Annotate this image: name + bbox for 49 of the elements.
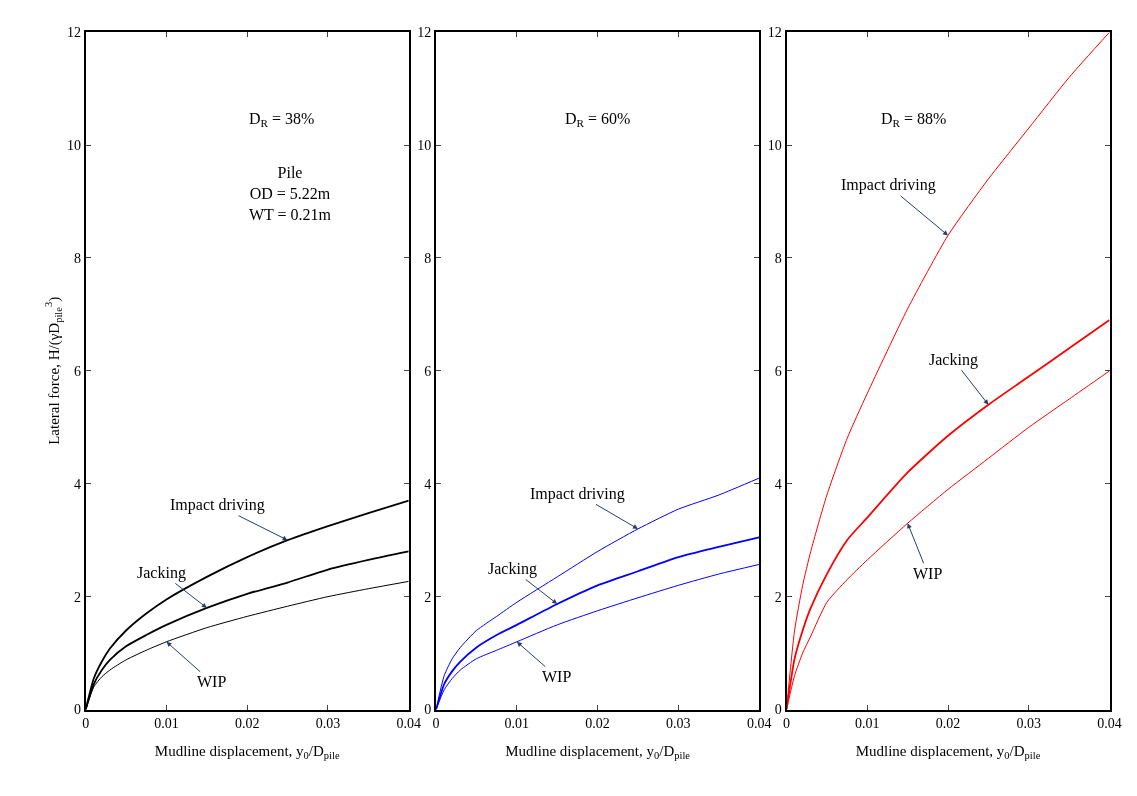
y-tick-label: 12 bbox=[767, 25, 782, 41]
annotation: D$_{R}$ = 88% bbox=[881, 110, 947, 130]
x-tick-label: 0.02 bbox=[935, 716, 961, 732]
x-axis-title: Mudline displacement, y$_{0}$/D$_{pile}$ bbox=[154, 742, 340, 761]
y-tick-label: 6 bbox=[73, 363, 81, 379]
x-axis-title: Mudline displacement, y$_{0}$/D$_{pile}$ bbox=[855, 742, 1041, 761]
x-tick-label: 0.04 bbox=[1097, 716, 1122, 732]
y-tick-label: 4 bbox=[774, 476, 782, 492]
annotation: Jacking bbox=[137, 564, 186, 582]
x-tick-label: 0.04 bbox=[396, 716, 421, 732]
y-tick-label: 10 bbox=[417, 138, 432, 153]
annotation: Pile OD = 5.22m WT = 0.21m bbox=[249, 164, 332, 223]
annotation: Impact driving bbox=[530, 485, 625, 503]
y-tick-label: 10 bbox=[66, 138, 81, 153]
x-tick-label: 0.03 bbox=[1016, 716, 1042, 732]
x-tick-label: 0.01 bbox=[855, 716, 880, 732]
x-tick-label: 0.01 bbox=[504, 716, 530, 732]
y-tick-label: 2 bbox=[774, 589, 782, 605]
y-tick-label: 0 bbox=[73, 702, 81, 718]
y-tick-label: 0 bbox=[424, 702, 432, 718]
annotation: WIP bbox=[913, 565, 943, 582]
annotation: WIP bbox=[197, 673, 227, 690]
x-tick-label: 0.02 bbox=[234, 716, 260, 732]
y-tick-label: 6 bbox=[424, 363, 432, 379]
y-tick-label: 10 bbox=[767, 138, 782, 153]
x-tick-label: 0.04 bbox=[746, 716, 772, 732]
annotation: D$_{R}$ = 38% bbox=[249, 110, 315, 130]
y-tick-label: 12 bbox=[417, 25, 432, 41]
annotation: Impact driving bbox=[841, 176, 936, 194]
annotation: Jacking bbox=[488, 560, 537, 578]
annotation: Impact driving bbox=[170, 496, 265, 514]
y-tick-label: 6 bbox=[774, 363, 782, 379]
annotation: WIP bbox=[542, 668, 572, 685]
y-tick-label: 8 bbox=[424, 250, 432, 266]
y-tick-label: 12 bbox=[66, 25, 81, 41]
x-tick-label: 0.03 bbox=[315, 716, 341, 732]
annotation: D$_{R}$ = 60% bbox=[565, 110, 631, 130]
x-tick-label: 0.02 bbox=[585, 716, 610, 732]
y-tick-label: 4 bbox=[424, 476, 432, 492]
x-axis-title: Mudline displacement, y$_{0}$/D$_{pile}$ bbox=[505, 742, 691, 761]
x-tick-label: 0.03 bbox=[666, 716, 691, 732]
y-tick-label: 2 bbox=[73, 589, 81, 605]
y-tick-label: 4 bbox=[73, 476, 81, 492]
y-tick-label: 0 bbox=[774, 702, 782, 718]
y-tick-label: 8 bbox=[73, 250, 81, 266]
y-tick-label: 2 bbox=[424, 589, 432, 605]
x-tick-label: 0.01 bbox=[154, 716, 179, 732]
y-tick-label: 8 bbox=[774, 250, 782, 266]
annotation: Jacking bbox=[929, 351, 978, 369]
